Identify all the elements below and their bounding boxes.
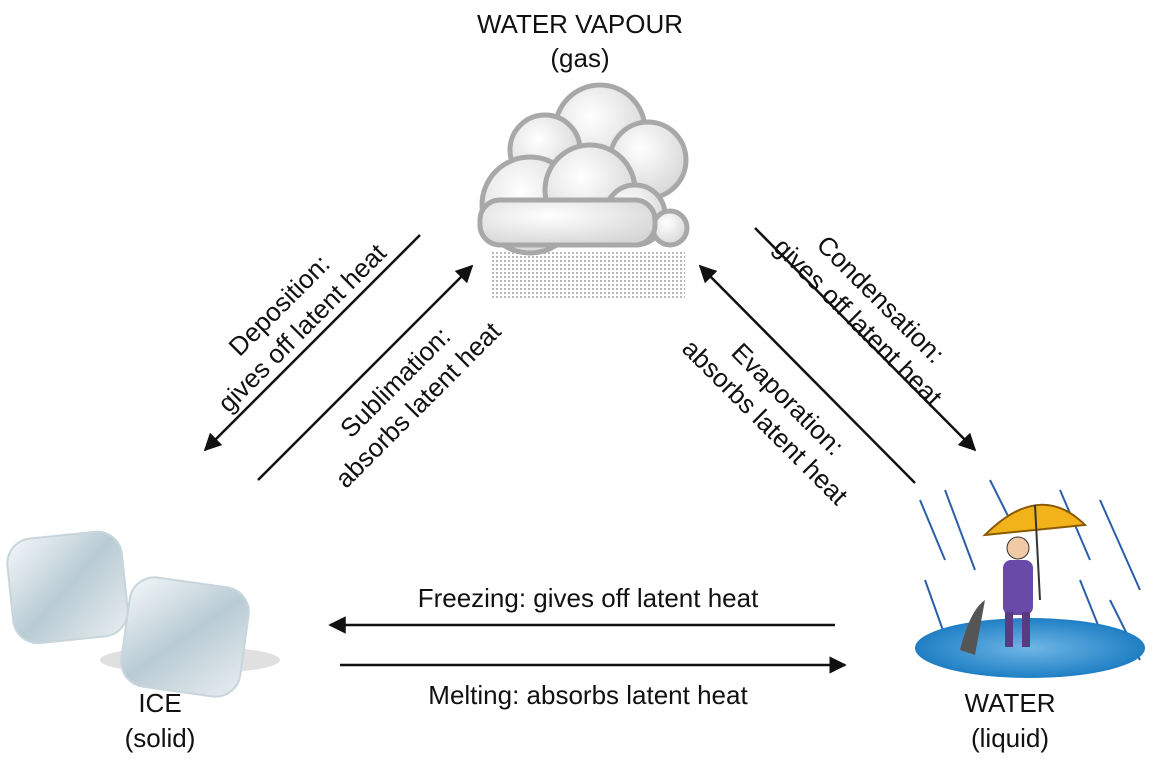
transition-label: Freezing: gives off latent heat	[418, 583, 759, 613]
transition-label: Evaporation: absorbs latent heat	[676, 333, 854, 511]
ice-icon	[6, 530, 280, 698]
arrow	[203, 234, 421, 452]
transition-label: Condensation: gives off latent heat	[768, 229, 951, 412]
water-icon	[915, 479, 1145, 678]
cloud-icon	[477, 82, 690, 298]
transition-label: Deposition: gives off latent heat	[212, 237, 393, 418]
node-state: (gas)	[550, 43, 609, 73]
transition-label: Sublimation: absorbs latent heat	[329, 315, 507, 493]
arrow	[257, 264, 474, 481]
arrow	[698, 264, 916, 484]
arrow	[754, 227, 977, 452]
node-label: ICE	[138, 688, 181, 718]
node-label: WATER	[965, 688, 1056, 718]
node-state: (solid)	[125, 723, 196, 753]
node-label: WATER VAPOUR	[477, 9, 683, 39]
transition-label: Melting: absorbs latent heat	[428, 680, 748, 710]
node-state: (liquid)	[971, 723, 1049, 753]
